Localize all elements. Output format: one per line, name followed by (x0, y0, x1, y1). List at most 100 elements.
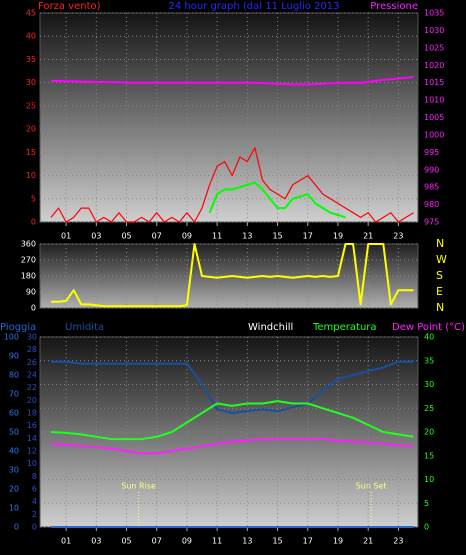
y-tick-label: 0 (31, 304, 36, 313)
y-tick-label: 8 (32, 472, 37, 481)
y-tick-label: 30 (424, 380, 434, 389)
y-tick-label: 5 (424, 499, 429, 508)
y-tick-label: 20 (27, 396, 37, 405)
x-tick-label: 15 (272, 232, 282, 241)
y-tick-label: 25 (26, 101, 36, 110)
x-tick-label: 05 (121, 537, 131, 546)
x-tick-label: 03 (91, 537, 101, 546)
y-tick-label: 25 (424, 404, 434, 413)
x-tick-label: 07 (152, 232, 162, 241)
y-tick-label: 180 (21, 272, 36, 281)
y-tick-label: 20 (9, 485, 19, 494)
x-tick-label: 09 (182, 232, 192, 241)
y-tick-label: 12 (27, 447, 37, 456)
annotation: Sun Rise (121, 482, 156, 491)
x-tick-label: 15 (272, 537, 282, 546)
x-tick-label: 05 (121, 232, 131, 241)
series-line (50, 147, 414, 223)
legend-entry: Dew Point (°C) (392, 322, 465, 333)
y-tick-label: N (436, 237, 444, 250)
y-tick-label: 15 (26, 148, 36, 157)
y-tick-label: 2 (32, 510, 37, 519)
y-tick-label: 45 (26, 9, 36, 18)
y-tick-label: 60 (9, 409, 19, 418)
legend-entry: Umidita (65, 322, 104, 333)
annotation: Sun Set (356, 482, 387, 491)
y-tick-label: 15 (424, 451, 434, 460)
y-tick-label: S (436, 269, 443, 282)
x-tick-label: 23 (393, 537, 403, 546)
chart-title: 24 hour graph (dal 11 Luglio 2013 (168, 1, 339, 12)
x-tick-label: 21 (363, 232, 373, 241)
series-line (51, 360, 414, 414)
y-tick-label: 28 (27, 345, 37, 354)
y-tick-label: 0 (14, 523, 19, 532)
y-tick-label: 270 (21, 256, 36, 265)
y-tick-label: 100 (4, 333, 19, 342)
x-tick-label: 03 (91, 232, 101, 241)
y-tick-label: 90 (9, 352, 19, 361)
y-tick-label: 26 (27, 358, 37, 367)
y-tick-label: 6 (32, 485, 37, 494)
y-tick-label: 0 (31, 218, 36, 227)
y-tick-label: 995 (424, 148, 439, 157)
x-tick-label: 17 (303, 537, 313, 546)
y-tick-label: 35 (26, 55, 36, 64)
y-tick-label: 5 (31, 194, 36, 203)
y-tick-label: 0 (424, 523, 429, 532)
y-tick-label: 40 (424, 333, 434, 342)
y-tick-label: 1015 (424, 78, 444, 87)
y-tick-label: 980 (424, 200, 439, 209)
x-tick-label: 09 (182, 537, 192, 546)
y-tick-label: 1030 (424, 26, 444, 35)
x-tick-label: 07 (152, 537, 162, 546)
y-tick-label: 1005 (424, 113, 444, 122)
plot-area (39, 12, 419, 223)
y-tick-label: 10 (424, 475, 434, 484)
x-tick-label: 11 (212, 232, 222, 241)
x-tick-label: 17 (303, 232, 313, 241)
y-tick-label: 30 (26, 78, 36, 87)
y-tick-label: 30 (27, 333, 37, 342)
y-tick-label: 1010 (424, 96, 444, 105)
y-tick-label: N (436, 301, 444, 314)
y-tick-label: 0 (32, 523, 37, 532)
y-tick-label: 50 (9, 428, 19, 437)
y-tick-label: 4 (32, 497, 37, 506)
y-tick-label: 16 (27, 421, 37, 430)
y-tick-label: 20 (424, 428, 434, 437)
y-tick-label: 975 (424, 218, 439, 227)
x-tick-label: 13 (242, 232, 252, 241)
y-tick-label: E (436, 285, 443, 298)
y-tick-label: 14 (27, 434, 37, 443)
y-tick-label: W (436, 253, 447, 266)
series-line (50, 438, 414, 455)
y-tick-label: 10 (9, 504, 19, 513)
series-line (208, 181, 346, 219)
y-tick-label: 1000 (424, 130, 444, 139)
y-tick-label: 80 (9, 371, 19, 380)
series-line (50, 400, 414, 441)
x-tick-label: 01 (61, 537, 71, 546)
y-tick-label: 24 (27, 371, 37, 380)
legend-entry: Temperatura (312, 322, 377, 333)
x-tick-label: 21 (363, 537, 373, 546)
x-tick-label: 01 (61, 232, 71, 241)
y-tick-label: 18 (27, 409, 37, 418)
x-tick-label: 23 (393, 232, 403, 241)
y-tick-label: 90 (26, 288, 36, 297)
y-tick-label: 20 (26, 125, 36, 134)
y-tick-label: 1025 (424, 43, 444, 52)
x-tick-label: 19 (333, 537, 343, 546)
x-tick-label: 11 (212, 537, 222, 546)
y-tick-label: 1035 (424, 9, 444, 18)
x-tick-label: 19 (333, 232, 343, 241)
y-tick-label: 22 (27, 383, 37, 392)
y-tick-label: 10 (27, 459, 37, 468)
series-line (51, 76, 414, 86)
y-tick-label: 40 (9, 447, 19, 456)
y2-axis-label: Pressione (370, 1, 418, 12)
series-line (51, 243, 414, 308)
x-tick-label: 13 (242, 537, 252, 546)
